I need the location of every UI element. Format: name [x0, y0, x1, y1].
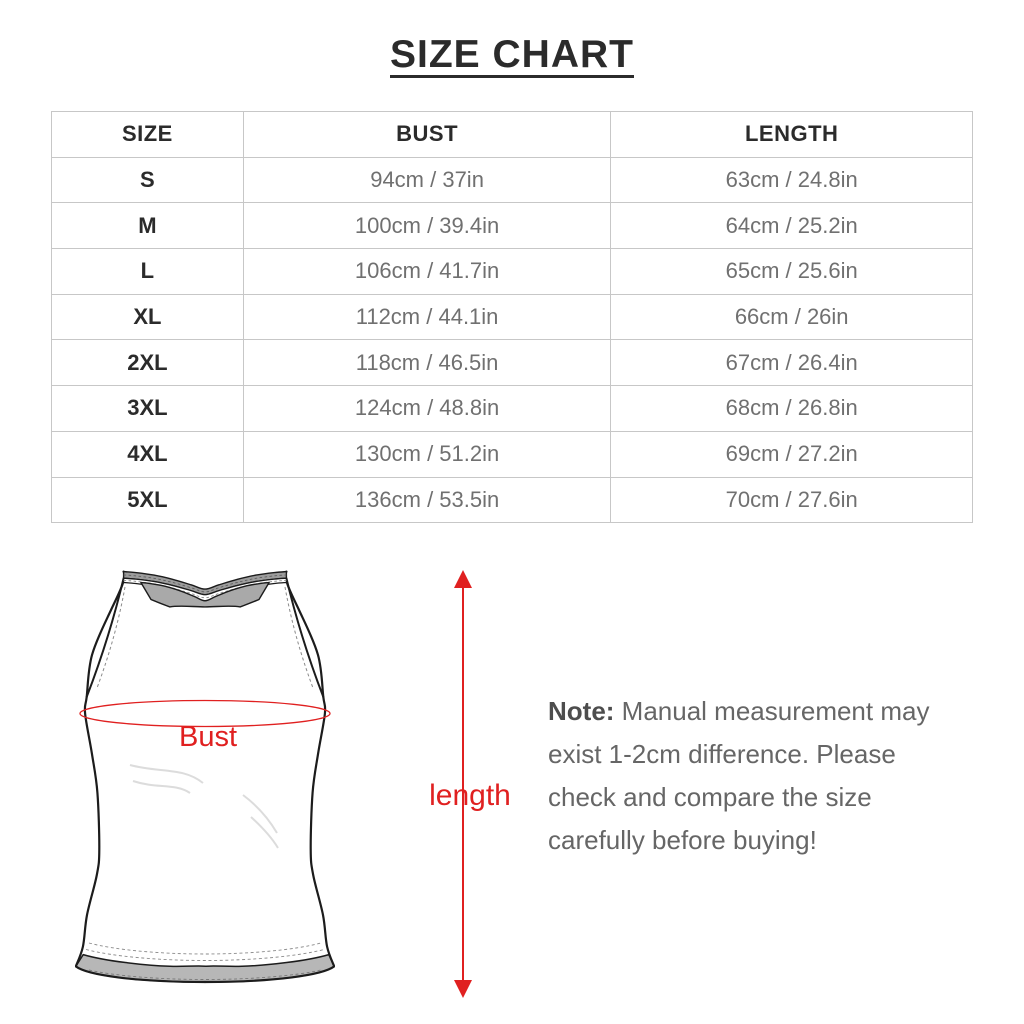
svg-text:Bust: Bust — [179, 721, 237, 753]
